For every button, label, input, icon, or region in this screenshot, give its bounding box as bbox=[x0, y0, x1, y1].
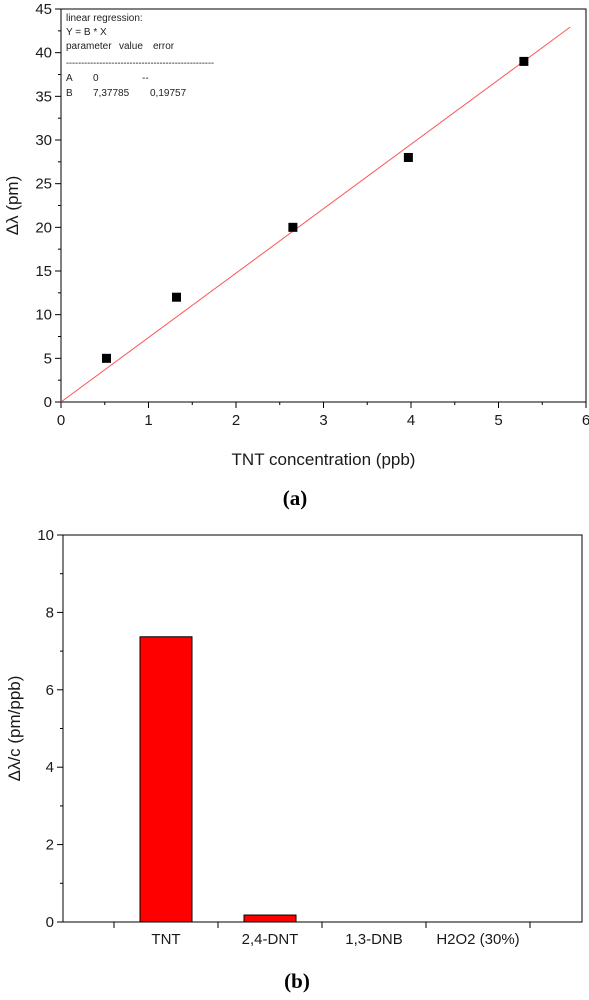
regression-title: linear regression: bbox=[66, 13, 143, 24]
panel-b-axis-ticks: 0 2 4 6 8 10 TNT 2,4-DNT 1,3-DNB H2O2 (30%) bbox=[37, 527, 531, 948]
panel-a-y-axis-label: Δλ (pm) bbox=[3, 176, 22, 236]
y-tick-label: 6 bbox=[46, 682, 54, 699]
panel-b-chart: 0 2 4 6 8 10 TNT 2,4-DNT 1,3-DNB H2O2 (30%) Δλ/c … bbox=[5, 527, 583, 993]
regression-row-a-value: 0 bbox=[93, 73, 99, 84]
regression-equation: Y = B * X bbox=[66, 27, 107, 38]
data-point bbox=[172, 292, 181, 302]
y-tick-label: 5 bbox=[44, 350, 52, 367]
y-tick-label: 10 bbox=[35, 307, 52, 324]
y-tick-label: 35 bbox=[35, 88, 52, 105]
x-tick-label: 6 bbox=[582, 412, 589, 429]
y-tick-label: 20 bbox=[35, 219, 52, 236]
x-tick-label: 1 bbox=[144, 412, 152, 429]
x-tick-label: 2 bbox=[232, 412, 240, 429]
data-point bbox=[102, 353, 111, 363]
panel-b-y-axis-label: Δλ/c (pm/ppb) bbox=[5, 676, 24, 782]
bar bbox=[139, 636, 193, 923]
y-tick-label: 30 bbox=[35, 132, 52, 149]
regression-row-b-error: 0,19757 bbox=[150, 88, 187, 99]
y-tick-label: 15 bbox=[35, 263, 52, 280]
y-tick-label: 4 bbox=[46, 759, 54, 776]
x-tick-label: 4 bbox=[407, 412, 415, 429]
x-tick-label: H2O2 (30%) bbox=[436, 931, 519, 948]
data-point bbox=[288, 222, 298, 232]
data-point bbox=[403, 152, 413, 162]
panel-a-x-axis-label: TNT concentration (ppb) bbox=[232, 450, 416, 469]
y-tick-label: 25 bbox=[35, 176, 52, 193]
bar bbox=[243, 914, 297, 923]
y-tick-label: 10 bbox=[37, 527, 54, 544]
x-tick-label: 5 bbox=[494, 412, 502, 429]
panel-a-data-points bbox=[102, 56, 529, 363]
x-tick-label: TNT bbox=[151, 931, 180, 948]
panel-a-label: (a) bbox=[283, 486, 308, 510]
regression-header-parameter: parameter bbox=[66, 41, 112, 52]
x-tick-label: 3 bbox=[319, 412, 327, 429]
y-tick-label: 2 bbox=[46, 837, 54, 854]
x-tick-label: 0 bbox=[57, 412, 65, 429]
x-tick-label: 1,3-DNB bbox=[345, 931, 403, 948]
y-tick-label: 8 bbox=[46, 604, 54, 621]
regression-row-a-parameter: A bbox=[66, 73, 73, 84]
regression-row-b-parameter: B bbox=[66, 88, 73, 99]
regression-fit-line bbox=[60, 26, 571, 403]
regression-header-error: error bbox=[153, 41, 175, 52]
panel-b-bars bbox=[139, 636, 297, 923]
regression-header-value: value bbox=[119, 41, 143, 52]
y-tick-label: 0 bbox=[44, 394, 52, 411]
panel-b-label: (b) bbox=[284, 969, 310, 993]
data-point bbox=[519, 56, 529, 66]
regression-separator: ----------------------------------------… bbox=[66, 58, 214, 69]
regression-row-a-error: -- bbox=[142, 73, 149, 84]
y-tick-label: 45 bbox=[35, 1, 52, 18]
x-tick-label: 2,4-DNT bbox=[242, 931, 299, 948]
y-tick-label: 0 bbox=[46, 914, 54, 931]
regression-annotation: linear regression: Y = B * X parameter v… bbox=[66, 13, 214, 99]
y-tick-label: 40 bbox=[35, 45, 52, 62]
regression-row-b-value: 7,37785 bbox=[93, 88, 130, 99]
